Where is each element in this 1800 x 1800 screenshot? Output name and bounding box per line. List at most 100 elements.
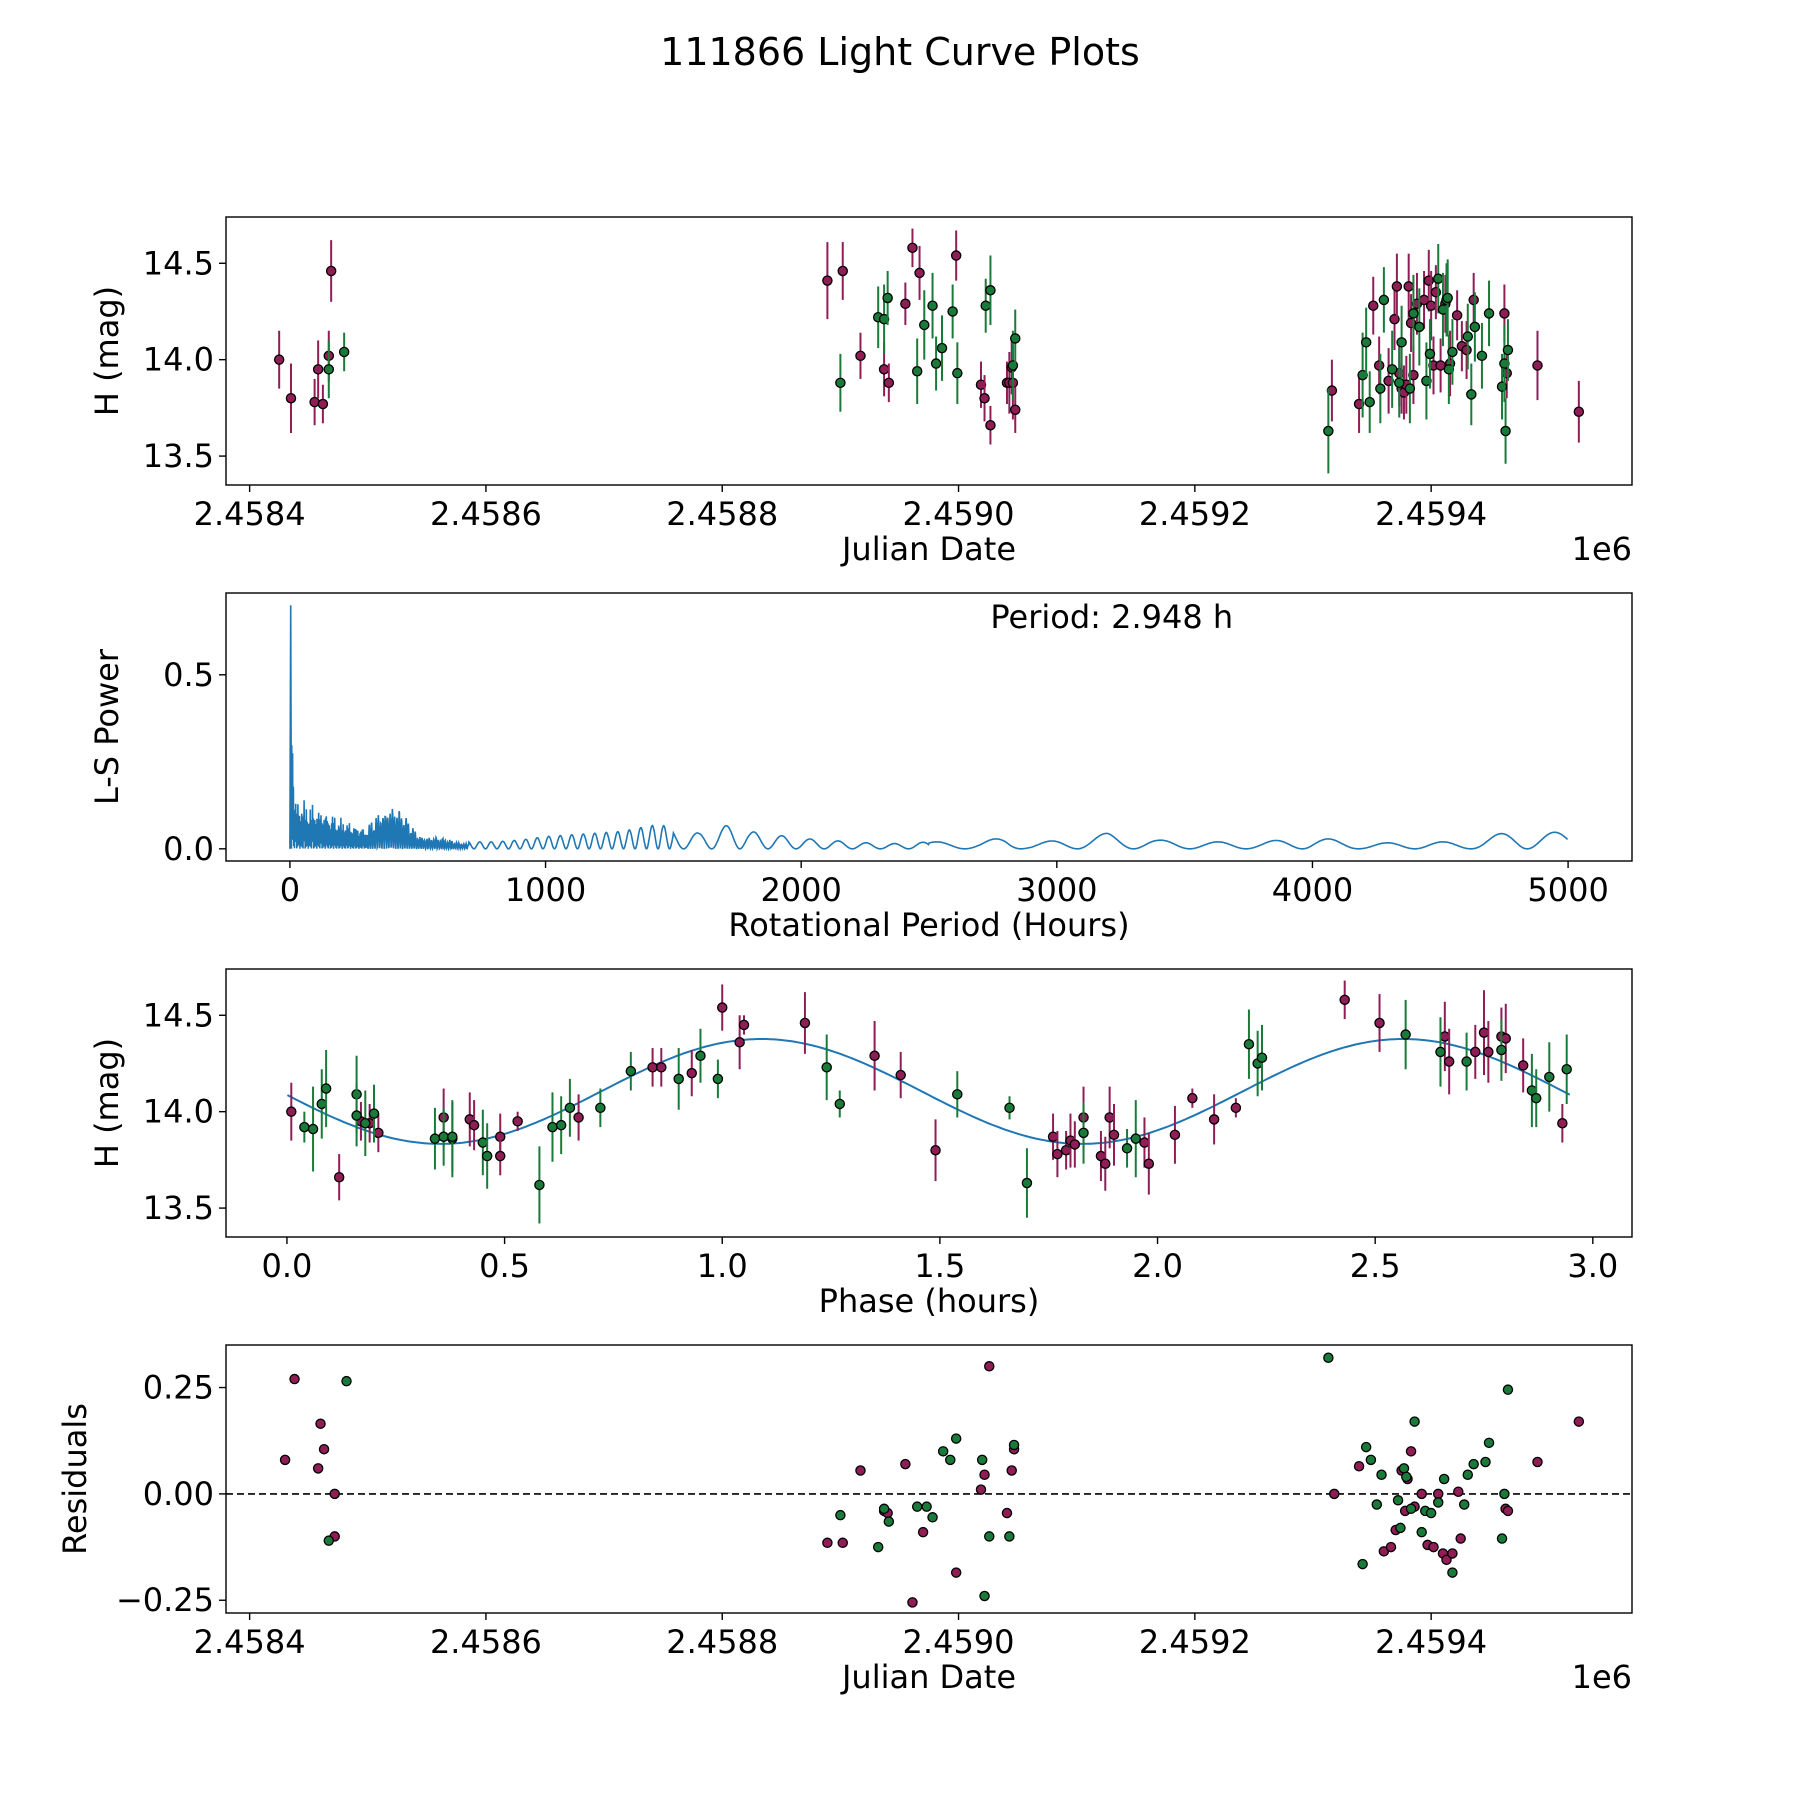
residuals-point <box>289 1373 300 1385</box>
lightcurve-point <box>1451 310 1463 321</box>
residuals-point <box>1499 1488 1510 1500</box>
lightcurve-point <box>1532 360 1543 371</box>
residuals-point <box>1405 1446 1417 1457</box>
phased-point <box>1130 1133 1142 1144</box>
phased-point <box>438 1131 449 1142</box>
lightcurve-point <box>1357 369 1368 381</box>
periodogram-xtick-label: 3000 <box>1016 871 1097 909</box>
residuals-point <box>1395 1522 1406 1534</box>
lightcurve-point <box>1323 425 1334 437</box>
periodogram-ylabel: L-S Power <box>88 648 126 805</box>
lightcurve-point <box>323 364 335 375</box>
phased-point <box>512 1116 523 1127</box>
residuals-point <box>1468 1458 1479 1470</box>
lightcurve-point <box>1386 364 1398 375</box>
residuals-point <box>1409 1416 1420 1427</box>
lightcurve-point <box>878 364 890 375</box>
phased-point <box>1047 1131 1059 1142</box>
residuals-point <box>945 1454 956 1466</box>
residuals-point <box>318 1443 330 1455</box>
lightcurve-point <box>1360 337 1372 348</box>
phased-point <box>821 1062 832 1073</box>
phased-point <box>1557 1117 1568 1129</box>
residuals-ytick-label: 0.00 <box>143 1475 214 1513</box>
phased-point <box>429 1133 441 1144</box>
residuals-point <box>927 1512 938 1523</box>
lightcurve-point <box>985 419 996 431</box>
phased-point <box>1496 1044 1507 1056</box>
residuals-point <box>1329 1488 1340 1500</box>
phased-point <box>1500 1033 1512 1044</box>
residuals-point <box>1371 1499 1383 1510</box>
lightcurve-ylabel: H (mag) <box>88 286 126 416</box>
residuals-point <box>1438 1473 1450 1485</box>
lightcurve-series-filter_a <box>273 228 1585 445</box>
phased-point <box>1078 1127 1089 1139</box>
lightcurve-xtick-label: 2.4594 <box>1375 495 1487 533</box>
residuals-point <box>1441 1554 1452 1566</box>
lightcurve-point <box>273 354 285 365</box>
periodogram-ytick-label: 0.0 <box>163 830 214 868</box>
residuals-point <box>1357 1558 1368 1570</box>
residuals-point <box>872 1541 884 1553</box>
phased-point <box>1478 1027 1490 1038</box>
residuals-point <box>837 1537 848 1549</box>
phased-point <box>1060 1144 1072 1156</box>
residuals-point <box>1416 1488 1427 1500</box>
phased-point <box>686 1067 698 1079</box>
periodogram-annotation: Period: 2.948 h <box>990 598 1233 636</box>
lightcurve-point <box>1010 333 1021 344</box>
phased-point <box>930 1144 941 1156</box>
lightcurve-point <box>1396 337 1407 348</box>
residuals-point <box>855 1465 866 1476</box>
lightcurve-point <box>930 358 942 369</box>
lightcurve-point <box>1383 375 1394 387</box>
lightcurve-xtick-label: 2.4590 <box>903 495 1015 533</box>
lightcurve-point <box>1404 383 1416 394</box>
phased-point <box>1443 1056 1455 1067</box>
phased-point <box>1004 1102 1015 1114</box>
phased-point <box>333 1171 345 1183</box>
residuals-point <box>1416 1526 1427 1538</box>
residuals-point <box>1483 1437 1495 1449</box>
lightcurve-point <box>855 350 866 362</box>
lightcurve-frame <box>225 216 1633 486</box>
phased-point <box>368 1108 380 1119</box>
residuals-point <box>921 1501 932 1512</box>
lightcurve-point <box>907 242 918 254</box>
phased-ytick-label: 13.5 <box>143 1189 214 1227</box>
residuals-point <box>1502 1505 1514 1517</box>
residuals-point <box>1455 1533 1466 1544</box>
residuals-point <box>1401 1471 1412 1483</box>
lightcurve-xlabel: Julian Date <box>840 530 1016 568</box>
residuals-xtick-label: 2.4590 <box>903 1623 1015 1661</box>
lightcurve-point <box>1432 273 1444 284</box>
phased-point <box>734 1037 745 1048</box>
phased-point <box>1517 1060 1529 1071</box>
lightcurve-point <box>1393 377 1405 389</box>
residuals-xtick-label: 2.4584 <box>194 1623 306 1661</box>
phased-point <box>351 1110 362 1121</box>
residuals-point <box>900 1458 911 1470</box>
lightcurve-xtick-label: 2.4584 <box>194 495 306 533</box>
periodogram-frame <box>225 592 1633 862</box>
lightcurve-point <box>883 377 895 389</box>
phased-point <box>316 1098 328 1110</box>
phased-point <box>1439 1031 1451 1042</box>
panels: 2.4584 2.4586 2.4588 2.4590 2.4592 2.4594 13.5… <box>56 216 1633 1696</box>
residuals-point <box>975 1484 987 1495</box>
residuals-point <box>341 1375 352 1387</box>
residuals-ylabel: Residuals <box>56 1403 94 1555</box>
lightcurve-point <box>882 292 893 304</box>
lightcurve-point <box>900 298 911 310</box>
residuals-xtick-label: 2.4594 <box>1375 1623 1487 1661</box>
phased-point <box>1108 1129 1120 1141</box>
residuals-xtick-label: 2.4592 <box>1139 1623 1251 1661</box>
phased-point <box>1561 1064 1572 1075</box>
phased-series-filter_a <box>286 980 1568 1201</box>
lightcurve-point <box>1414 321 1425 333</box>
lightcurve-xtick-label: 2.4588 <box>666 495 778 533</box>
periodogram-curve <box>289 605 1569 852</box>
lightcurve-point <box>1326 385 1338 396</box>
lightcurve-point <box>947 306 958 317</box>
